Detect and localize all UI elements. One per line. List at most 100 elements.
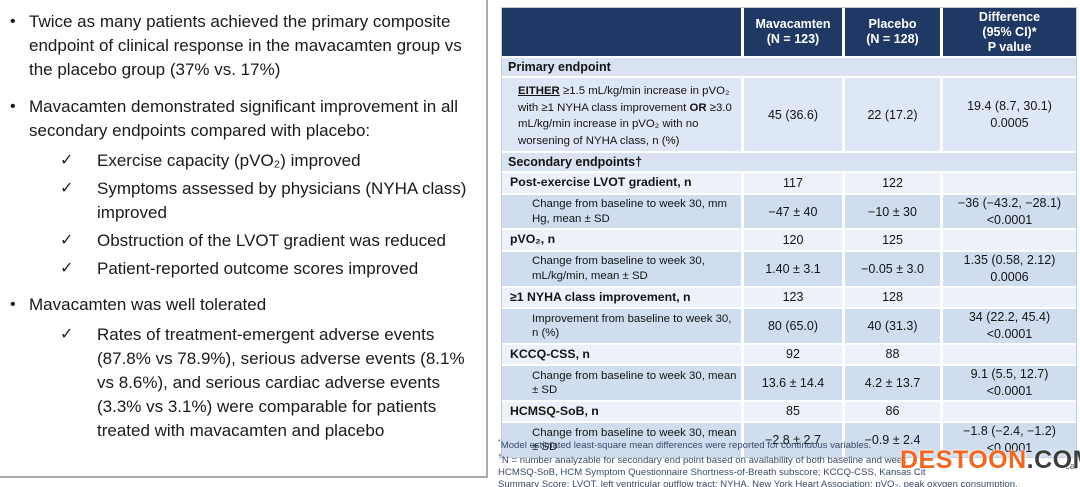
cell-placebo: −0.05 ± 3.0 [845, 251, 940, 286]
check-text: Symptoms assessed by physicians (NYHA cl… [97, 179, 467, 222]
cell-placebo: 86 [845, 401, 940, 422]
check-item: ✓ Exercise capacity (pVO₂) improved [60, 149, 476, 173]
cell-difference: 9.1 (5.5, 12.7) <0.0001 [943, 366, 1076, 400]
difference-value: −36 (−43.2, −28.1) [957, 195, 1062, 210]
difference-value: 34 (22.2, 45.4) [968, 309, 1051, 324]
cell-difference: −36 (−43.2, −28.1) <0.0001 [943, 194, 1076, 229]
column-header-text: Mavacamten [755, 17, 831, 32]
column-header-empty [502, 8, 741, 57]
cell-mavacamten: 1.40 ± 3.1 [744, 251, 842, 286]
cell-mavacamten: 117 [744, 173, 842, 193]
cell-difference [943, 287, 1076, 307]
section-row-secondary-endpoints: Secondary endpoints† [502, 153, 1076, 172]
column-header-mavacamten: Mavacamten (N = 123) [744, 8, 842, 57]
footnote-line: HCMSQ-SoB, HCM Symptom Questionnaire Sho… [498, 467, 1080, 479]
check-list: ✓ Rates of treatment-emergent adverse ev… [8, 323, 476, 443]
p-value: <0.0001 [986, 212, 1033, 227]
bullet-item: • Mavacamten demonstrated significant im… [10, 95, 476, 143]
watermark-suffix-text: .COM [1026, 446, 1080, 474]
p-value: 0.0005 [990, 115, 1029, 130]
footnote-line: *Model estimated least-square mean diffe… [498, 437, 1080, 452]
check-item: ✓ Symptoms assessed by physicians (NYHA … [60, 177, 476, 225]
footnote-marker: * [498, 439, 501, 446]
cell-mavacamten: 120 [744, 230, 842, 250]
p-value: <0.0001 [986, 441, 1033, 456]
check-item: ✓ Rates of treatment-emergent adverse ev… [60, 323, 476, 443]
summary-panel: • Twice as many patients achieved the pr… [0, 0, 488, 478]
footnote-text-fragment: cal [1065, 461, 1078, 472]
difference-value: 19.4 (8.7, 30.1) [967, 98, 1052, 113]
difference-value: −1.8 (−2.4, −1.2) [963, 424, 1056, 439]
column-header-text: Difference [978, 10, 1041, 24]
bullet-text: Mavacamten was well tolerated [29, 295, 267, 314]
check-text: Rates of treatment-emergent adverse even… [97, 325, 465, 440]
label-text: ≥1.5 mL/kg/min increase in pVO₂ with ≥1 … [518, 85, 730, 114]
footnote-text: Model estimated least-square mean differ… [500, 440, 872, 452]
check-icon: ✓ [60, 232, 74, 249]
destoon-watermark: DESTOON.COM [900, 446, 1080, 475]
cell-mavacamten: −47 ± 40 [744, 194, 842, 229]
p-value: <0.0001 [986, 326, 1033, 341]
cell-placebo: 122 [845, 173, 940, 193]
cell-mavacamten: 45 (36.6) [744, 78, 842, 152]
row-label: ≥1 NYHA class improvement, n [502, 287, 741, 307]
cell-placebo: −10 ± 30 [845, 194, 940, 229]
row-label: Change from baseline to week 30, mean ± … [502, 366, 741, 400]
footnote-marker: † [498, 454, 502, 462]
column-header-text: Placebo [868, 17, 917, 32]
cell-placebo: 22 (17.2) [845, 78, 940, 152]
either-keyword: EITHER [518, 85, 560, 98]
row-label: KCCQ-CSS, n [502, 344, 741, 365]
cell-difference [943, 401, 1076, 422]
column-header-text: P value [987, 39, 1032, 54]
or-keyword: OR [689, 101, 707, 114]
cell-difference [943, 173, 1076, 193]
p-value: <0.0001 [986, 383, 1033, 398]
cell-difference [943, 230, 1076, 250]
row-label: Change from baseline to week 30, mean ± … [502, 423, 741, 458]
check-icon: ✓ [60, 152, 74, 169]
column-header-text: (95% CI)* [982, 24, 1037, 39]
cell-mavacamten: 123 [744, 287, 842, 307]
bullet-icon: • [10, 98, 16, 115]
bullet-item: • Twice as many patients achieved the pr… [10, 10, 476, 82]
bullet-icon: • [10, 13, 16, 30]
cell-difference: 19.4 (8.7, 30.1) 0.0005 [943, 78, 1076, 152]
cell-difference: 1.35 (0.58, 2.12) 0.0006 [943, 251, 1076, 286]
cell-mavacamten: 85 [744, 401, 842, 422]
check-icon: ✓ [60, 326, 74, 343]
row-label: pVO₂, n [502, 230, 741, 250]
cell-mavacamten: 13.6 ± 14.4 [744, 366, 842, 400]
row-label: Post-exercise LVOT gradient, n [502, 173, 741, 193]
watermark-brand-text: DESTOON [900, 446, 1027, 474]
row-label: Change from baseline to week 30, mm Hg, … [502, 194, 741, 229]
footnote-text: N = number analyzable for secondary end … [501, 455, 907, 467]
bullet-item: • Mavacamten was well tolerated [10, 293, 476, 317]
cell-difference: −1.8 (−2.4, −1.2) <0.0001 [943, 423, 1076, 458]
cell-difference [943, 344, 1076, 365]
cell-mavacamten: 92 [744, 344, 842, 365]
cell-placebo: 128 [845, 287, 940, 307]
check-text: Patient-reported outcome scores improved [97, 259, 419, 278]
footnote-line: †N = number analyzable for secondary end… [498, 452, 1080, 467]
difference-value: 1.35 (0.58, 2.12) [963, 252, 1056, 267]
check-icon: ✓ [60, 260, 74, 277]
column-header-placebo: Placebo (N = 128) [845, 8, 940, 57]
p-value: 0.0006 [990, 269, 1029, 284]
cell-placebo: 4.2 ± 13.7 [845, 366, 940, 400]
section-row-primary-endpoint: Primary endpoint [502, 58, 1076, 77]
row-label: HCMSQ-SoB, n [502, 401, 741, 422]
results-table: Mavacamten (N = 123) Placebo (N = 128) D… [501, 7, 1077, 459]
column-header-difference: Difference (95% CI)* P value [943, 8, 1076, 57]
row-label: Change from baseline to week 30, mL/kg/m… [502, 251, 741, 286]
bullet-text: Mavacamten demonstrated significant impr… [29, 97, 458, 140]
cell-placebo: 40 (31.3) [845, 308, 940, 343]
check-text: Obstruction of the LVOT gradient was red… [97, 231, 447, 250]
row-label: Improvement from baseline to week 30, n … [502, 308, 741, 343]
row-label-primary-endpoint: EITHER ≥1.5 mL/kg/min increase in pVO₂ w… [502, 78, 741, 152]
footnote-text: Summary Score; LVOT, left ventricular ou… [498, 479, 1018, 487]
bullet-icon: • [10, 296, 16, 313]
check-list: ✓ Exercise capacity (pVO₂) improved ✓ Sy… [8, 149, 476, 281]
bullet-text: Twice as many patients achieved the prim… [29, 12, 462, 79]
cell-mavacamten: −2.8 ± 2.7 [744, 423, 842, 458]
